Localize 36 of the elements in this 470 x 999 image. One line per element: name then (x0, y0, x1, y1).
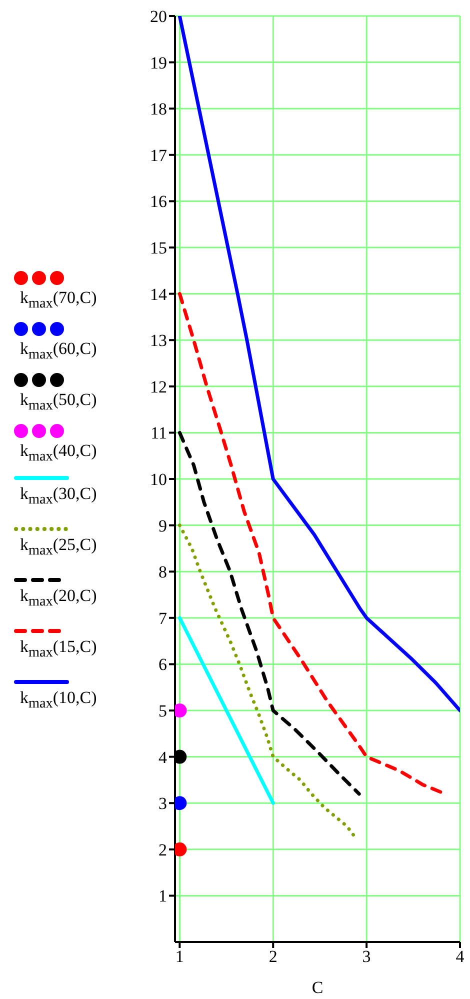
y-tick-label: 3 (158, 794, 167, 814)
x-tick-label: 1 (175, 947, 184, 966)
y-tick-label: 10 (150, 470, 167, 490)
legend-label: k$_{max}$(15,C) (19, 636, 98, 662)
y-tick-label: 14 (150, 284, 168, 304)
y-tick-label: 12 (150, 377, 167, 396)
y-tick-label: 13 (150, 331, 167, 350)
legend-label: k$_{max}$(50,C) (19, 389, 98, 416)
y-tick-label: 2 (158, 840, 167, 860)
y-tick-label: 5 (158, 702, 167, 721)
x-axis-title: C (312, 978, 324, 997)
legend-label: k$_{max}$(70,C) (19, 287, 98, 314)
y-tick-label: 19 (150, 53, 167, 72)
legend-label: k$_{max}$(20,C) (19, 585, 98, 612)
y-tick-label: 7 (158, 608, 168, 628)
x-tick-label: 3 (362, 947, 371, 966)
y-tick-label: 1 (158, 886, 167, 906)
y-tick-label: 15 (150, 238, 167, 258)
y-tick-label: 9 (158, 516, 167, 536)
legend-label: k$_{max}$(10,C) (19, 687, 98, 714)
line-series (178, 430, 361, 796)
y-tick-label: 16 (150, 192, 167, 212)
y-tick-label: 6 (158, 655, 167, 674)
x-tick-label: 4 (456, 947, 465, 966)
legend-label: k$_{max}$(30,C) (19, 483, 98, 510)
line-series (178, 16, 460, 712)
x-tick-label: 2 (268, 947, 278, 966)
y-tick-label: 11 (150, 424, 167, 443)
y-tick-label: 17 (150, 146, 168, 165)
y-tick-label: 18 (150, 100, 167, 119)
y-tick-label: 4 (158, 748, 168, 767)
legend-label: k$_{max}$(25,C) (19, 534, 98, 560)
legend-label: k$_{max}$(60,C) (19, 338, 98, 364)
legend-label: k$_{max}$(40,C) (19, 440, 98, 466)
y-tick-label: 8 (158, 562, 167, 582)
y-tick-label: 20 (150, 7, 167, 26)
